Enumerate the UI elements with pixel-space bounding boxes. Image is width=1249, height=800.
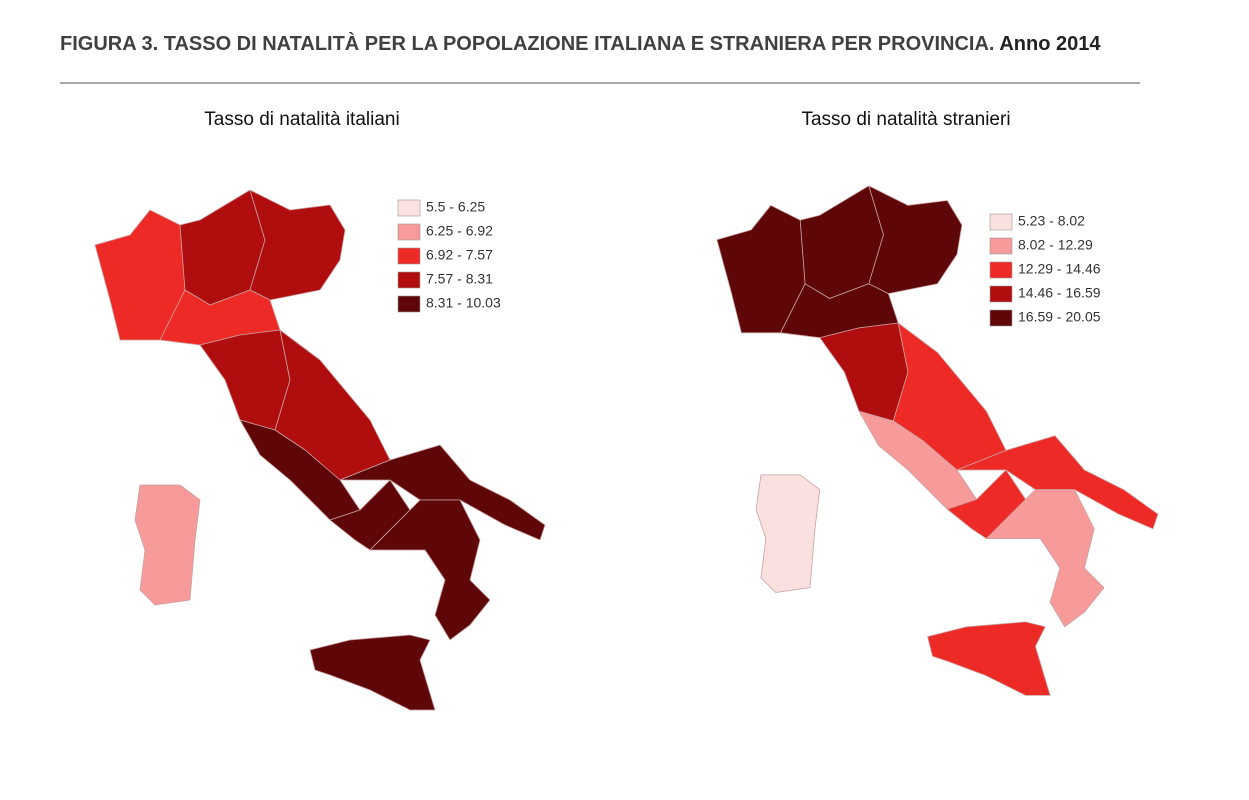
legend-swatch [397, 271, 421, 289]
legend-label: 6.92 - 7.57 [426, 247, 493, 263]
map [94, 189, 546, 711]
map [716, 185, 1159, 696]
legend-swatch [397, 199, 421, 217]
region [249, 189, 346, 301]
region [819, 322, 909, 422]
legend-swatch [397, 295, 421, 313]
legend-label: 16.59 - 20.05 [1018, 309, 1101, 325]
legend-swatch [989, 213, 1013, 231]
region [199, 329, 291, 431]
legend-label: 6.25 - 6.92 [426, 223, 493, 239]
legend-label: 12.29 - 14.46 [1018, 261, 1101, 277]
legend-label: 8.02 - 12.29 [1018, 237, 1093, 253]
legend-swatch [989, 309, 1013, 327]
legend-swatch [989, 237, 1013, 255]
legend-swatch [989, 285, 1013, 303]
legend-label: 5.23 - 8.02 [1018, 213, 1085, 229]
legend-label: 14.46 - 16.59 [1018, 285, 1101, 301]
legend-swatch [397, 223, 421, 241]
region [134, 484, 201, 606]
region [755, 474, 821, 593]
region [309, 634, 436, 711]
map-title: Tasso di natalità stranieri [801, 109, 1010, 130]
legend-swatch [989, 261, 1013, 279]
legend-label: 8.31 - 10.03 [426, 295, 501, 311]
region [369, 499, 491, 641]
region [339, 444, 546, 541]
legend-label: 7.57 - 8.31 [426, 271, 493, 287]
region [927, 621, 1051, 696]
subtitle-text: Anno 2014 [999, 33, 1101, 55]
region [956, 435, 1159, 530]
region [986, 489, 1105, 628]
title-text: FIGURA 3. TASSO DI NATALITÀ PER LA POPOL… [60, 32, 994, 55]
region [868, 185, 963, 294]
legend-label: 5.5 - 6.25 [426, 199, 485, 215]
legend-swatch [397, 247, 421, 265]
map-title: Tasso di natalità italiani [204, 109, 399, 130]
figure-title: FIGURA 3. TASSO DI NATALITÀ PER LA POPOL… [60, 32, 1101, 55]
